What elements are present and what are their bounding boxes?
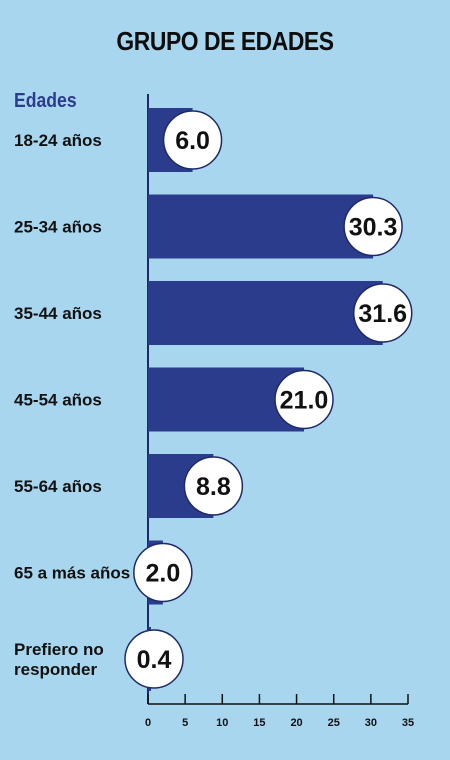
x-tick-label: 15 bbox=[253, 717, 265, 729]
category-label: 55-64 años bbox=[14, 477, 102, 496]
x-tick-label: 0 bbox=[145, 717, 151, 729]
x-tick-label: 20 bbox=[290, 717, 302, 729]
value-bubble bbox=[343, 196, 403, 257]
data-label: 31.6 bbox=[358, 300, 407, 328]
value-bubble bbox=[162, 110, 223, 170]
x-tick-label: 35 bbox=[402, 717, 414, 729]
value-bubble bbox=[352, 283, 413, 343]
value-bubble bbox=[274, 369, 334, 430]
category-label: 35-44 años bbox=[14, 304, 102, 323]
bar bbox=[148, 194, 374, 259]
data-label: 2.0 bbox=[145, 560, 180, 588]
category-label: 45-54 años bbox=[14, 391, 102, 410]
value-bubble bbox=[133, 542, 193, 603]
x-tick-label: 25 bbox=[328, 717, 340, 729]
category-header: Edades bbox=[14, 90, 77, 112]
bar bbox=[148, 281, 383, 345]
category-label: Prefiero no responder bbox=[14, 640, 104, 679]
category-label: 25-34 años bbox=[14, 218, 102, 237]
data-label: 6.0 bbox=[175, 127, 210, 155]
category-label: 65 a más años bbox=[14, 564, 130, 583]
chart-title: GRUPO DE EDADES bbox=[116, 26, 334, 56]
value-bubble bbox=[183, 456, 244, 516]
value-bubble bbox=[124, 629, 184, 689]
category-label: 18-24 años bbox=[14, 131, 102, 150]
data-label: 30.3 bbox=[349, 214, 398, 242]
data-label: 0.4 bbox=[137, 646, 172, 674]
data-label: 21.0 bbox=[280, 387, 329, 415]
x-tick-label: 30 bbox=[365, 717, 377, 729]
data-label: 8.8 bbox=[196, 473, 231, 501]
x-tick-label: 10 bbox=[216, 717, 228, 729]
x-tick-label: 5 bbox=[182, 717, 188, 729]
